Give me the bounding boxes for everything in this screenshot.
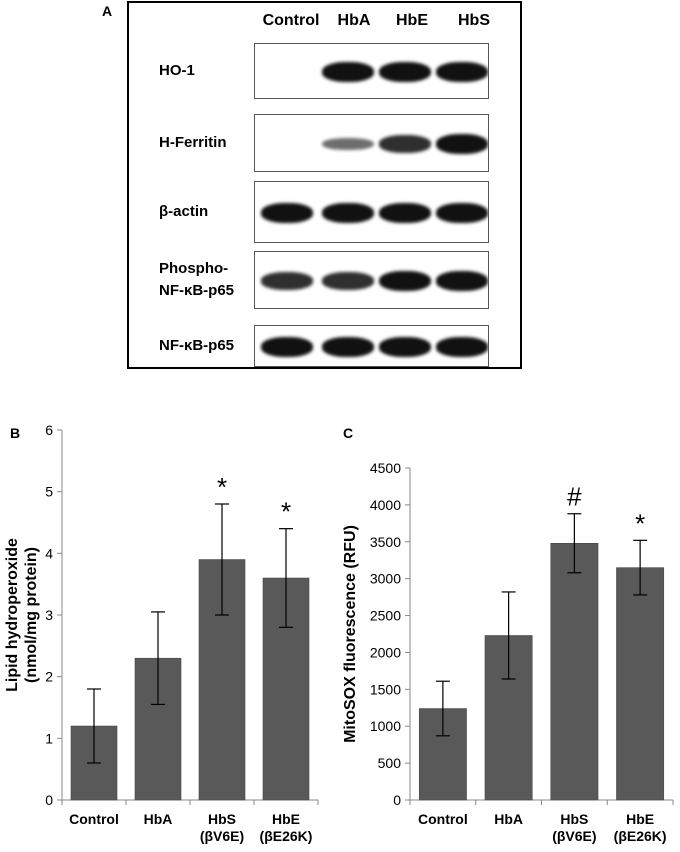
blot-band xyxy=(322,337,374,357)
blot-band xyxy=(379,62,431,82)
x-tick-label: Control xyxy=(69,811,119,827)
lane-header-hbs: HbS xyxy=(458,12,490,29)
blot-strip xyxy=(254,114,489,172)
y-tick-label: 4000 xyxy=(370,497,401,513)
y-tick-label: 3500 xyxy=(370,534,401,550)
y-tick-label: 5 xyxy=(45,484,53,500)
chart-lipid-hydroperoxide: 0 1 2 3 4 5 6 Lipid hydroperoxide (nmol/mg prote… xyxy=(4,422,319,844)
y-tick-label: 3000 xyxy=(370,571,401,587)
y-tick-label: 1500 xyxy=(370,681,401,697)
x-tick-label: HbA xyxy=(494,811,523,827)
blot-row-label: NF-κB-p65 xyxy=(159,337,235,354)
blot-band xyxy=(379,337,431,357)
blot-strip xyxy=(254,325,489,367)
blot-strip xyxy=(254,251,489,309)
y-tick-label: 0 xyxy=(393,792,401,808)
blot-band xyxy=(322,62,374,82)
x-tick-label: HbS (βV6E) xyxy=(552,811,596,844)
x-tick-label: HbE (βE26K) xyxy=(614,811,667,844)
significance-marker: # xyxy=(567,482,582,512)
panel-c-label: C xyxy=(343,425,354,441)
lane-header-hbe: HbE xyxy=(396,12,428,29)
blot-band xyxy=(322,272,374,290)
y-axis-label: Lipid hydroperoxide (nmol/mg protein) xyxy=(4,538,40,692)
blot-band xyxy=(379,271,431,291)
x-tick-label: HbA xyxy=(144,811,173,827)
x-tick-label: HbS (βV6E) xyxy=(200,811,244,844)
bar xyxy=(550,543,599,801)
blot-band xyxy=(436,337,488,357)
y-axis-label: MitoSOX fluorescence (RFU) xyxy=(342,525,359,743)
y-tick-label: 1 xyxy=(45,730,53,746)
blot-row-label: HO-1 xyxy=(159,62,195,79)
blot-band xyxy=(436,203,488,223)
significance-marker: * xyxy=(217,472,227,502)
blot-band xyxy=(436,62,488,82)
blot-row-label: β-actin xyxy=(159,203,209,220)
y-tick-label: 6 xyxy=(45,422,53,438)
blot-band xyxy=(322,137,374,151)
blot-band xyxy=(379,135,431,153)
y-tick-label: 0 xyxy=(45,792,53,808)
blot-strip xyxy=(254,43,489,99)
significance-marker: * xyxy=(635,508,645,538)
blot-band xyxy=(322,203,374,223)
significance-marker: * xyxy=(281,497,291,527)
chart-mitosox-fluorescence: 0 500 1000 1500 2000 2500 3000 3500 4000 4500 Mito… xyxy=(342,460,674,844)
blot-band xyxy=(261,272,313,290)
blot-strip xyxy=(254,181,489,243)
blot-band xyxy=(436,134,488,154)
y-tick-label: 1000 xyxy=(370,718,401,734)
western-blot-panel: Control HbA HbE HbS HO-1 H-Ferritin β-actin Ph… xyxy=(127,1,522,369)
x-tick-label: Control xyxy=(418,811,468,827)
y-tick-label: 4500 xyxy=(370,460,401,476)
panel-b-label: B xyxy=(10,425,21,441)
blot-band xyxy=(261,203,313,223)
blot-band xyxy=(261,337,313,357)
panel-a-label: A xyxy=(102,3,113,19)
y-tick-label: 2500 xyxy=(370,608,401,624)
blot-row-label: H-Ferritin xyxy=(159,134,227,151)
y-tick-label: 2000 xyxy=(370,644,401,660)
lane-header-control: Control xyxy=(262,12,320,29)
y-tick-label: 3 xyxy=(45,607,53,623)
y-tick-label: 4 xyxy=(45,545,53,561)
bar xyxy=(616,567,665,801)
blot-band xyxy=(436,271,488,291)
y-tick-label: 2 xyxy=(45,669,53,685)
lane-header-hba: HbA xyxy=(337,12,371,29)
x-tick-label: HbE (βE26K) xyxy=(260,811,313,844)
y-tick-label: 500 xyxy=(378,755,402,771)
blot-row-label: Phospho- NF-κB-p65 xyxy=(159,260,235,299)
blot-band xyxy=(379,203,431,223)
